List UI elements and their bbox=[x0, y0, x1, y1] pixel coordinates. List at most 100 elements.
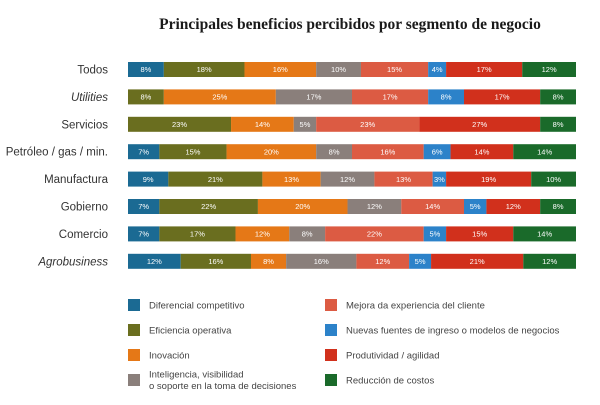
legend-swatch bbox=[128, 349, 140, 361]
data-label: 15% bbox=[185, 147, 200, 156]
bar-segment bbox=[286, 253, 357, 269]
bar-segment bbox=[513, 144, 576, 160]
data-label: 5% bbox=[415, 257, 426, 266]
legend-swatch bbox=[128, 324, 140, 336]
legend-swatch bbox=[325, 374, 337, 386]
data-label: 8% bbox=[553, 202, 564, 211]
data-label: 16% bbox=[273, 65, 288, 74]
bar-segment bbox=[250, 253, 287, 269]
bar-segment bbox=[275, 89, 352, 105]
data-label: 5% bbox=[429, 230, 440, 239]
bar-segment bbox=[374, 171, 433, 187]
bar-segment bbox=[128, 226, 160, 242]
data-label: 10% bbox=[546, 175, 561, 184]
chart-title: Principales beneficios percibidos por se… bbox=[159, 16, 541, 33]
legend-label: Eficiencia operativa bbox=[149, 326, 232, 337]
legend-label: Reducción de costos bbox=[346, 376, 434, 387]
data-label: 17% bbox=[190, 230, 205, 239]
data-label: 8% bbox=[263, 257, 274, 266]
bar-segment bbox=[262, 171, 321, 187]
bar-segment bbox=[320, 171, 375, 187]
data-label: 17% bbox=[383, 93, 398, 102]
data-label: 19% bbox=[481, 175, 496, 184]
data-label: 25% bbox=[212, 93, 227, 102]
bar-segment bbox=[428, 89, 464, 105]
category-label: Todos bbox=[77, 65, 108, 77]
bar-segment bbox=[540, 199, 576, 214]
bar-segment bbox=[257, 199, 348, 214]
bar-segment bbox=[316, 62, 361, 77]
category-label: Gobierno bbox=[61, 202, 108, 214]
data-label: 14% bbox=[474, 147, 489, 156]
data-label: 21% bbox=[470, 257, 485, 266]
bar-segment bbox=[446, 226, 514, 242]
data-label: 12% bbox=[542, 257, 557, 266]
bar-segment bbox=[316, 116, 420, 132]
bar-segment bbox=[409, 253, 432, 269]
data-label: 7% bbox=[138, 202, 149, 211]
data-label: 12% bbox=[506, 202, 521, 211]
bar-segment bbox=[523, 253, 576, 269]
bar-segment bbox=[180, 253, 251, 269]
bar-segment bbox=[446, 62, 523, 77]
data-label: 3% bbox=[434, 175, 445, 184]
data-label: 22% bbox=[201, 202, 216, 211]
legend: Diferencial competitivo Eficiencia operat… bbox=[128, 299, 560, 392]
data-label: 15% bbox=[387, 65, 402, 74]
bar-segment bbox=[128, 171, 169, 187]
data-label: 5% bbox=[470, 202, 481, 211]
bar-segment bbox=[352, 89, 429, 105]
bar-segment bbox=[431, 253, 524, 269]
bar-segment bbox=[231, 116, 294, 132]
bar-segment bbox=[128, 62, 164, 77]
data-label: 16% bbox=[314, 257, 329, 266]
data-label: 8% bbox=[302, 230, 313, 239]
category-label: Comercio bbox=[59, 229, 108, 241]
data-label: 8% bbox=[140, 65, 151, 74]
legend-swatch bbox=[325, 349, 337, 361]
data-label: 20% bbox=[264, 147, 279, 156]
data-label: 22% bbox=[367, 230, 382, 239]
data-label: 8% bbox=[553, 120, 564, 129]
bar-segment bbox=[419, 116, 541, 132]
bar-segment bbox=[128, 253, 181, 269]
bar-segment bbox=[401, 199, 464, 214]
bar-segment bbox=[464, 199, 487, 214]
bar-segment bbox=[316, 144, 352, 160]
data-label: 8% bbox=[140, 93, 151, 102]
legend-label: Nuevas fuentes de ingreso o modelos de n… bbox=[346, 326, 560, 337]
data-label: 20% bbox=[295, 202, 310, 211]
bar-segment bbox=[244, 62, 317, 77]
data-label: 23% bbox=[360, 120, 375, 129]
data-label: 12% bbox=[542, 65, 557, 74]
bar-segment bbox=[293, 116, 317, 132]
legend-label: o soporte en la toma de decisiones bbox=[149, 381, 297, 392]
bar-segment bbox=[423, 144, 451, 160]
bar-segment bbox=[128, 89, 164, 105]
legend-label: Diferencial competitivo bbox=[149, 301, 245, 312]
bar-segment bbox=[226, 144, 317, 160]
data-label: 9% bbox=[143, 175, 154, 184]
data-label: 7% bbox=[138, 230, 149, 239]
legend-label: Inteligencia, visibilidad bbox=[149, 370, 244, 381]
bar-segment bbox=[446, 171, 532, 187]
data-label: 8% bbox=[553, 93, 564, 102]
bar-segment bbox=[540, 116, 576, 132]
bar-segment bbox=[540, 89, 576, 105]
data-label: 12% bbox=[147, 257, 162, 266]
data-label: 17% bbox=[495, 93, 510, 102]
data-label: 21% bbox=[208, 175, 223, 184]
data-label: 23% bbox=[172, 120, 187, 129]
data-label: 18% bbox=[197, 65, 212, 74]
bar-segment bbox=[159, 226, 236, 242]
data-label: 15% bbox=[472, 230, 487, 239]
bar-segment bbox=[159, 199, 258, 214]
data-label: 16% bbox=[208, 257, 223, 266]
category-label: Petróleo / gas / min. bbox=[6, 147, 108, 159]
bar-segment bbox=[325, 226, 424, 242]
data-label: 13% bbox=[284, 175, 299, 184]
data-label: 4% bbox=[432, 65, 443, 74]
bars-group: Todos 8% 18% 16% 10% 15% 4% 17% 12% Utilities 8% 25… bbox=[6, 62, 576, 269]
bar-segment bbox=[464, 89, 541, 105]
